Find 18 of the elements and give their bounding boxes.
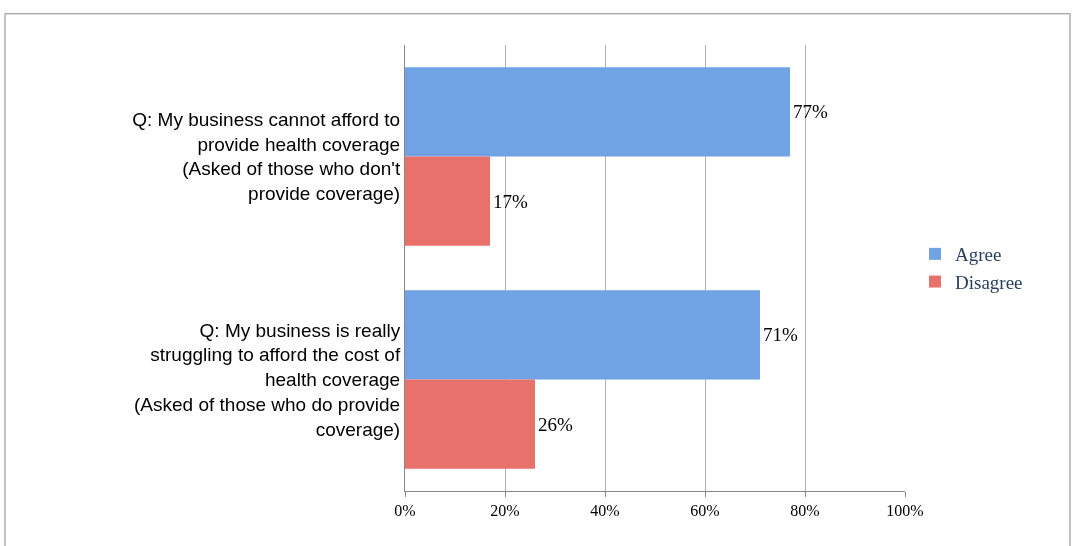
- legend-label: Disagree: [955, 271, 1023, 293]
- bar: [405, 290, 760, 380]
- x-tick-label: 100%: [886, 502, 924, 520]
- data-label: 71%: [763, 324, 798, 346]
- bar: [405, 379, 535, 469]
- data-label: 77%: [793, 101, 828, 123]
- x-tick-label: 40%: [590, 502, 620, 520]
- y-tick-label: Q: My business is really struggling to afford the cost of health coverage (Asked of those who do provide coverage): [134, 319, 401, 440]
- legend-label: Agree: [955, 244, 1002, 266]
- data-label: 26%: [538, 413, 573, 435]
- x-tick-label: 60%: [690, 502, 720, 520]
- data-label: 17%: [493, 190, 528, 212]
- x-tick-label: 20%: [490, 502, 520, 520]
- bar: [405, 67, 790, 157]
- x-tick-label: 0%: [394, 502, 416, 520]
- x-tick-label: 80%: [790, 502, 820, 520]
- y-tick-label: Q: My business cannot afford to provide health coverage (Asked of those who don't provide coverage): [132, 109, 401, 205]
- bar: [405, 156, 490, 246]
